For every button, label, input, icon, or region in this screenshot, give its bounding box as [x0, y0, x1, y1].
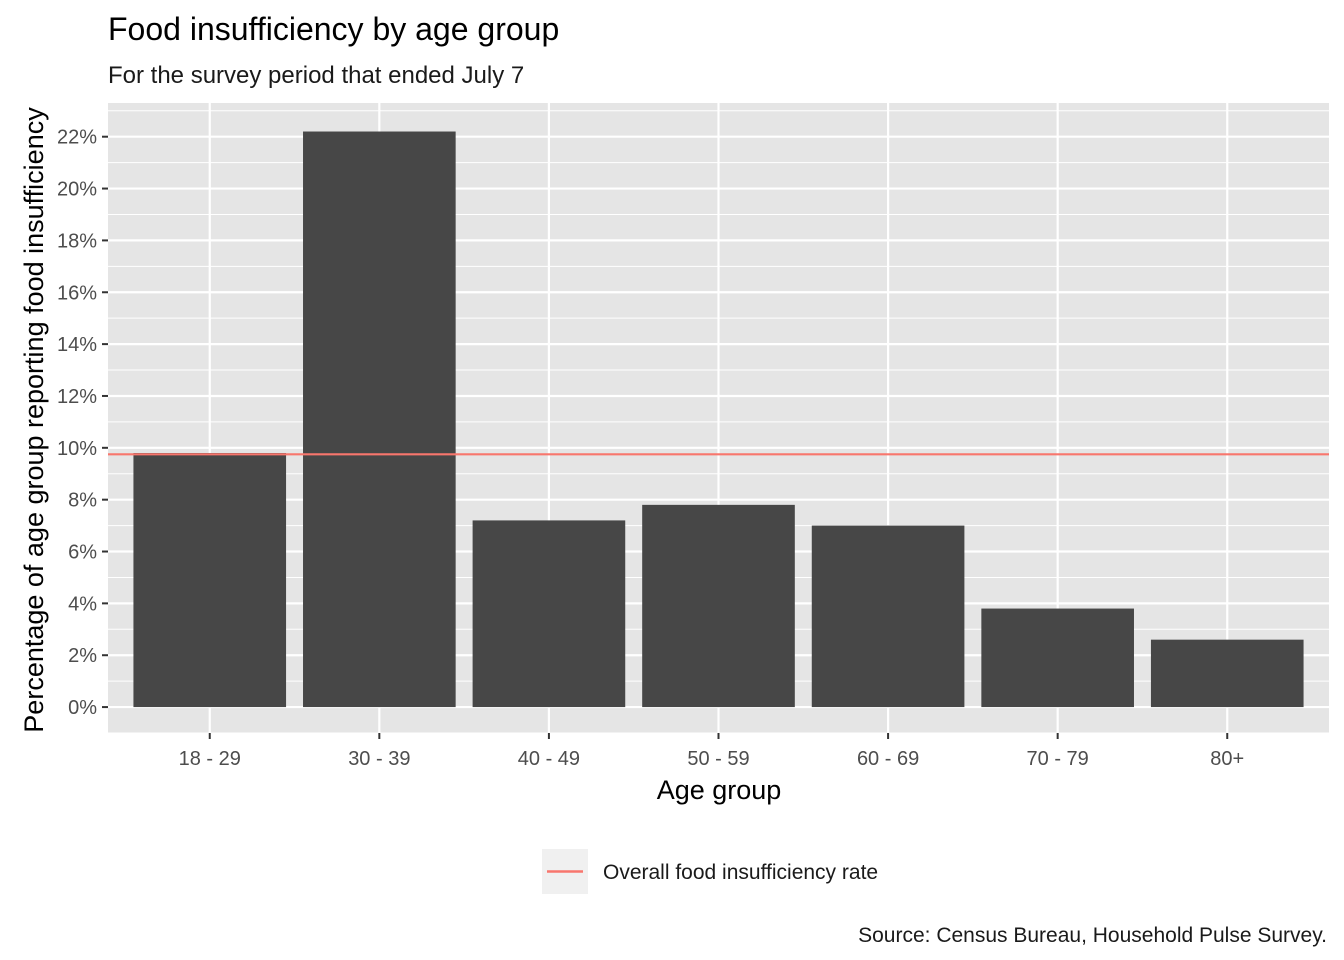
bar-18-29: [133, 453, 287, 708]
x-tick-label: 40 - 49: [518, 748, 580, 770]
legend: Overall food insufficiency rate: [542, 849, 878, 894]
x-tick-label: 50 - 59: [687, 748, 749, 770]
y-axis: 0% 2% 4% 6% 8% 10% 12% 14% 16% 18% 20% 22%: [57, 127, 108, 719]
legend-label: Overall food insufficiency rate: [603, 861, 878, 884]
x-tick-label: 18 - 29: [179, 748, 241, 770]
y-tick-label: 10%: [57, 438, 97, 460]
y-tick-label: 18%: [57, 230, 97, 252]
y-tick-label: 4%: [68, 593, 97, 615]
x-axis: 18 - 29 30 - 39 40 - 49 50 - 59 60 - 69 70 - …: [179, 733, 1244, 770]
bar-70-79: [981, 608, 1134, 708]
y-tick-label: 22%: [57, 127, 97, 149]
y-tick-label: 14%: [57, 334, 97, 356]
y-tick-label: 2%: [68, 645, 97, 667]
bars: [133, 131, 1304, 708]
chart-caption: Source: Census Bureau, Household Pulse S…: [858, 924, 1327, 947]
bar-60-69: [811, 525, 965, 708]
y-tick-label: 12%: [57, 386, 97, 408]
y-tick-label: 8%: [68, 490, 97, 512]
x-tick-label: 70 - 79: [1027, 748, 1089, 770]
bar-80plus: [1150, 639, 1304, 708]
bar-30-39: [303, 131, 456, 708]
bar-50-59: [642, 504, 795, 708]
x-tick-label: 80+: [1210, 748, 1244, 770]
y-tick-label: 0%: [68, 697, 97, 719]
x-axis-title: Age group: [657, 775, 782, 805]
x-tick-label: 60 - 69: [857, 748, 919, 770]
y-tick-label: 16%: [57, 282, 97, 304]
y-tick-label: 20%: [57, 179, 97, 201]
chart-subtitle: For the survey period that ended July 7: [108, 62, 524, 89]
y-tick-label: 6%: [68, 542, 97, 564]
x-tick-label: 30 - 39: [348, 748, 410, 770]
bar-40-49: [472, 520, 626, 708]
chart-title: Food insufficiency by age group: [108, 11, 559, 47]
y-axis-title: Percentage of age group reporting food i…: [19, 107, 49, 733]
